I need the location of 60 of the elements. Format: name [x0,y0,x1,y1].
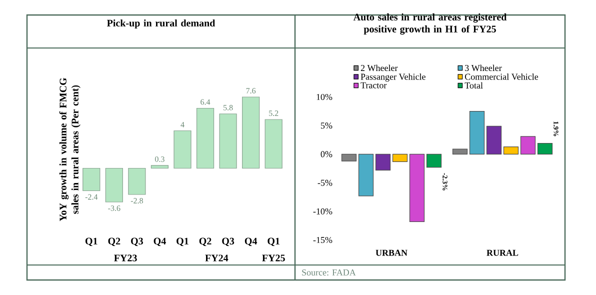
data-label: 7.6 [246,88,256,94]
bar [242,96,260,169]
data-label: 4 [180,122,184,128]
data-label: 5.2 [269,110,278,116]
text: FY23 [114,254,137,262]
bar [469,111,485,154]
bar [174,130,192,169]
legend-label: Tractor [360,82,387,88]
chart-title: Pick-up in rural demand [107,19,216,29]
y-tick-label: -10% [313,208,332,214]
x-tick-label: Q3 [222,238,234,246]
bar [375,154,391,171]
bar [219,114,237,169]
bar [426,154,442,168]
y-axis-title: YoY growth in volume of FMCG sales in rural areas (Per cent) [59,78,80,222]
text: FY24 [205,254,228,262]
bar [128,168,146,195]
bar [486,126,502,154]
y-tick-label: -5% [318,180,332,186]
data-label: -3.6 [108,206,120,211]
y-tick-label: 0% [320,151,332,158]
bar [82,168,100,192]
bar [105,168,123,202]
legend-label: Total [464,82,483,89]
data-label: 5.8 [224,104,233,110]
data-label: -2.8 [130,198,143,204]
chart-title: Auto sales in rural areas registered positive growth in H1 of FY25 [353,13,507,35]
legend-label: Passanger Vehicle [360,73,426,82]
legend-label: Commercial Vehicle [465,73,538,80]
text: FY25 [262,254,285,262]
x-tick-label: Q4 [154,238,166,246]
y-tick-label: 10% [316,94,332,100]
bar [503,146,519,154]
legend-label: 3 Wheeler [465,64,502,72]
bar [341,154,357,162]
x-tick-label: Q2 [108,238,120,246]
source-note: Source: FADA [302,269,356,276]
bar [452,148,468,154]
bar [196,108,214,169]
y-tick-label: 5% [320,122,332,129]
x-tick-label: Q1 [85,238,98,246]
x-tick-label: Q3 [131,238,143,246]
x-tick-label: RURAL [486,250,518,256]
bar [358,154,374,196]
x-tick-label: Q1 [268,238,280,246]
bar [409,154,425,222]
data-label: -2.4 [85,194,98,200]
x-tick-label: Q2 [199,238,212,246]
x-tick-label: Q4 [244,238,258,246]
x-tick-label: URBAN [376,250,408,256]
bar [520,136,536,154]
data-label: 6.4 [200,99,210,105]
data-label: 0.3 [155,156,164,162]
bar [392,154,408,162]
legend-label: 2 Wheeler [360,64,398,72]
bar [150,165,169,169]
y-tick-label: -15% [313,236,332,244]
bar [537,143,553,154]
bar [264,119,282,169]
x-tick-label: Q1 [176,238,188,246]
